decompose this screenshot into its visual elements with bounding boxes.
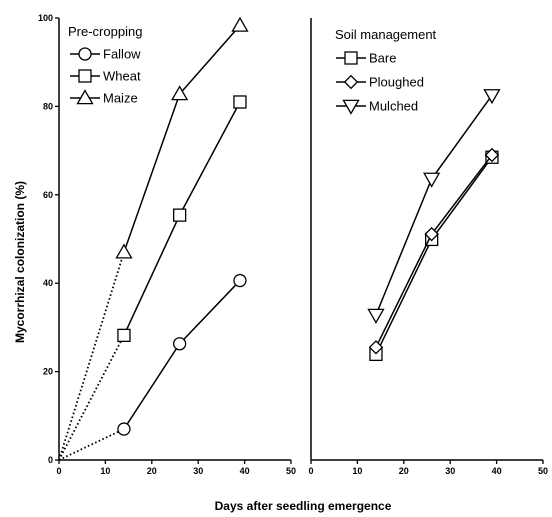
legend-marker (342, 99, 360, 115)
series-maize-origin-line (58, 251, 125, 461)
legend-entry-wheat: Wheat (70, 69, 141, 84)
x-tick-label: 40 (492, 466, 502, 476)
x-tick-label: 20 (399, 466, 409, 476)
x-tick-label: 30 (445, 466, 455, 476)
legend-title: Pre-cropping (68, 24, 142, 39)
legend-entry-maize: Maize (70, 89, 138, 106)
series-wheat-origin-line (58, 334, 125, 461)
legend-entry-bare: Bare (336, 51, 396, 66)
y-tick-label: 40 (43, 278, 53, 288)
legend-marker (344, 51, 358, 65)
legend-entry-fallow: Fallow (70, 47, 141, 62)
series-maize-point (171, 85, 189, 101)
series-ploughed-point (424, 226, 439, 242)
legend-entry-ploughed: Ploughed (336, 75, 424, 90)
y-tick-label: 20 (43, 367, 53, 377)
x-tick-label: 10 (352, 466, 362, 476)
legend-label: Maize (103, 91, 138, 106)
series-maize (58, 16, 249, 461)
series-ploughed (368, 147, 500, 355)
series-mulched (367, 89, 501, 324)
x-axis-title: Days after seedling emergence (215, 499, 392, 513)
x-tick-label: 0 (56, 466, 61, 476)
y-tick-label: 0 (48, 455, 53, 465)
legend-label: Mulched (369, 99, 418, 114)
x-tick-label: 50 (286, 466, 296, 476)
legend: Soil management Bare Ploughed Mulched (335, 27, 437, 115)
y-tick-label: 60 (43, 190, 53, 200)
x-tick-label: 0 (308, 466, 313, 476)
series-fallow-point (117, 422, 131, 436)
series-mulched-line (375, 94, 493, 316)
legend-label: Fallow (103, 47, 141, 62)
series-ploughed-point (368, 340, 384, 355)
series-bare-line (375, 156, 493, 355)
y-tick-label: 80 (43, 101, 53, 111)
series-maize-point (115, 243, 133, 259)
x-tick-label: 30 (193, 466, 203, 476)
panel-soil-management: 0 10 20 30 40 50 Soil management Bare Ploughed Mu… (308, 18, 548, 476)
series-wheat (58, 95, 247, 461)
legend-label: Ploughed (369, 75, 424, 90)
series-wheat-point (117, 328, 131, 343)
series-fallow-line (123, 280, 241, 430)
series-fallow (58, 273, 247, 461)
legend-marker (343, 74, 359, 90)
series-maize-point (231, 16, 249, 32)
series-fallow-point (233, 273, 247, 288)
x-tick-label: 40 (240, 466, 250, 476)
series-mulched-point (367, 308, 385, 324)
legend-label: Bare (369, 51, 396, 66)
x-tick-label: 10 (100, 466, 110, 476)
series-mulched-point (483, 89, 501, 105)
legend: Pre-cropping Fallow Wheat Maize (68, 24, 142, 106)
legend-marker (78, 69, 92, 83)
legend-marker (76, 89, 94, 105)
series-mulched-point (423, 172, 441, 188)
legend-label: Wheat (103, 69, 141, 84)
legend-marker (78, 47, 92, 61)
x-tick-label: 20 (147, 466, 157, 476)
series-wheat-point (172, 208, 187, 222)
y-axis-title: Mycorrhizal colonization (%) (13, 181, 27, 343)
series-fallow-origin-line (58, 428, 125, 461)
panel-pre-cropping: 0 10 20 30 40 50 0 20 40 60 80 100 Pre-cropping Fallo… (38, 13, 296, 476)
y-tick-label: 100 (38, 13, 53, 23)
series-wheat-point (233, 95, 247, 109)
series-fallow-point (172, 337, 187, 351)
series-ploughed-point (484, 147, 500, 163)
legend-title: Soil management (335, 27, 437, 42)
x-tick-label: 50 (538, 466, 548, 476)
legend-entry-mulched: Mulched (336, 99, 418, 115)
